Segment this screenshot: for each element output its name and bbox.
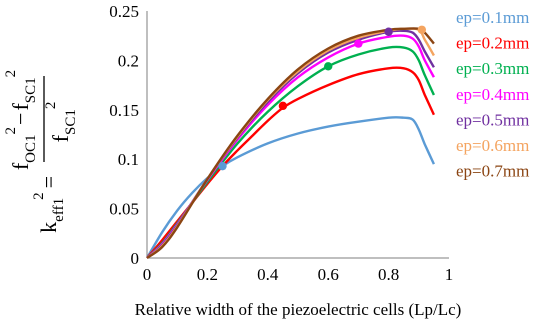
series-line xyxy=(146,27,435,259)
series-marker xyxy=(278,101,288,111)
legend-entry: ep=0.6mm xyxy=(456,136,529,155)
series-marker xyxy=(354,39,363,48)
legend-entry: ep=0.3mm xyxy=(456,59,529,78)
legend-entry: ep=0.2mm xyxy=(456,34,529,53)
y-tick-label: 0.25 xyxy=(109,2,139,21)
series-line xyxy=(146,66,435,259)
legend-entry: ep=0.4mm xyxy=(456,85,529,104)
y-tick-label: 0 xyxy=(131,249,140,268)
y-axis-title-lhs: keff12= xyxy=(31,176,67,233)
series-marker xyxy=(417,25,427,34)
series-line xyxy=(146,29,435,259)
x-tick-label: 0.6 xyxy=(318,265,339,284)
legend: ep=0.1mm ep=0.2mm ep=0.3mm ep=0.4mm ep=0.5mm… xyxy=(456,8,529,181)
y-tick-label: 0.05 xyxy=(109,200,139,219)
x-tick-label: 1 xyxy=(445,265,454,284)
legend-entry: ep=0.5mm xyxy=(456,110,529,129)
series-line xyxy=(145,116,435,259)
series-line xyxy=(146,27,435,259)
y-tick-label: 0.15 xyxy=(109,101,139,120)
y-tick-label: 0.2 xyxy=(118,51,139,70)
y-tick-label: 0.1 xyxy=(118,150,139,169)
x-tick-label: 0 xyxy=(143,265,152,284)
series-lines xyxy=(145,27,435,259)
legend-entry: ep=0.7mm xyxy=(456,162,529,181)
x-tick-label: 0.8 xyxy=(378,265,399,284)
series-marker xyxy=(384,27,393,36)
legend-entry: ep=0.1mm xyxy=(456,8,529,27)
series-marker xyxy=(324,62,333,71)
y-axis-title: keff12= fOC12−fSC12 fSC12 xyxy=(3,70,79,233)
y-axis-title-denominator: fSC12 xyxy=(43,102,79,143)
y-tick-labels: 0 0.05 0.1 0.15 0.2 0.25 xyxy=(109,2,139,268)
y-axis-title-numerator: fOC12−fSC12 xyxy=(3,70,39,170)
series-markers xyxy=(218,25,427,171)
x-axis-title: Relative width of the piezoelectric cell… xyxy=(135,300,462,319)
series-marker xyxy=(218,161,227,171)
x-tick-labels: 0 0.2 0.4 0.6 0.8 1 xyxy=(143,265,454,284)
x-tick-label: 0.2 xyxy=(197,265,218,284)
x-tick-label: 0.4 xyxy=(257,265,279,284)
